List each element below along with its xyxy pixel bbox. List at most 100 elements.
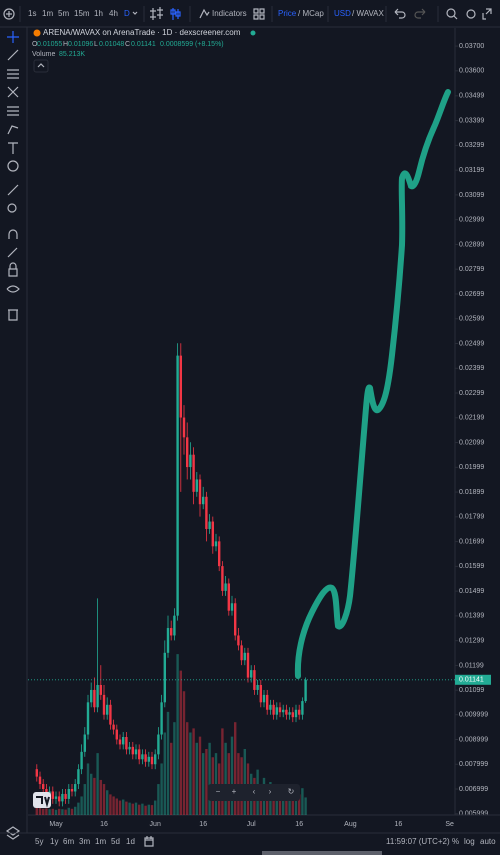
indicators-button[interactable]: Indicators: [212, 9, 247, 18]
y-tick-label: 0.01899: [459, 489, 484, 496]
candle-body: [275, 707, 278, 715]
volume-value: 85.213K: [59, 51, 85, 58]
y-tick-label: 0.03199: [459, 167, 484, 174]
volume-bar: [54, 809, 58, 815]
percent-toggle[interactable]: %: [452, 837, 459, 846]
scrollbar[interactable]: [262, 851, 382, 855]
candles-icon[interactable]: [170, 8, 181, 20]
usd-toggle[interactable]: USD: [334, 9, 351, 18]
volume-bar: [275, 788, 278, 815]
prediction-tool[interactable]: [7, 106, 19, 116]
scroll-right[interactable]: ›: [269, 787, 272, 796]
add-symbol[interactable]: [3, 8, 15, 20]
fullscreen-icon[interactable]: [482, 8, 492, 20]
magnet-tool[interactable]: [8, 229, 18, 239]
chart-type-icon[interactable]: [150, 7, 163, 20]
volume-bar: [282, 790, 285, 815]
range-button[interactable]: 1m: [95, 837, 106, 846]
volume-bar: [67, 807, 70, 815]
y-tick-label: 0.01999: [459, 464, 484, 471]
range-button[interactable]: 5d: [111, 837, 120, 846]
line-tool[interactable]: [7, 49, 19, 61]
reset[interactable]: ↻: [288, 787, 295, 796]
volume-bar: [224, 742, 227, 815]
tv-logo-mark: [36, 796, 50, 808]
zoom-tool[interactable]: [7, 203, 17, 213]
settings-icon[interactable]: [466, 9, 476, 19]
clock: 11:59:07 (UTC+2): [386, 837, 450, 846]
volume-bar: [64, 809, 67, 815]
keep-drawing-tool[interactable]: [7, 247, 18, 258]
y-tick-label: 0.01199: [459, 662, 484, 669]
volume-bar: [301, 788, 304, 815]
timeframe[interactable]: 4h: [109, 9, 118, 18]
candle-body: [294, 709, 298, 718]
log-toggle[interactable]: log: [464, 837, 475, 846]
token-icon: [33, 29, 41, 37]
zoom-out[interactable]: −: [216, 787, 221, 796]
timeframe[interactable]: 5m: [58, 9, 69, 18]
text-tool[interactable]: [8, 142, 18, 154]
range-button[interactable]: 1d: [126, 837, 135, 846]
object-tree[interactable]: [5, 826, 21, 840]
timeframe[interactable]: D: [124, 9, 130, 18]
timeframe[interactable]: 1m: [42, 9, 53, 18]
mcap-toggle[interactable]: / MCap: [298, 9, 324, 18]
crosshair-tool[interactable]: [7, 31, 19, 43]
range-button[interactable]: 6m: [63, 837, 74, 846]
y-tick-label: 0.02299: [459, 390, 484, 397]
redo-icon[interactable]: [414, 8, 426, 19]
volume-bar: [125, 801, 128, 815]
timeframe[interactable]: 15m: [74, 9, 90, 18]
undo-icon[interactable]: [394, 8, 406, 19]
volume-bar: [160, 763, 163, 815]
volume-bar: [182, 691, 186, 815]
x-tick-label: 16: [295, 821, 303, 828]
timeframe[interactable]: 1s: [28, 9, 36, 18]
candle-body: [147, 756, 150, 762]
fib-tool[interactable]: [7, 69, 19, 79]
candle-body: [285, 709, 288, 715]
search-icon[interactable]: [446, 8, 456, 18]
y-tick-label: 0.009999: [459, 712, 488, 719]
go-to-date[interactable]: [144, 836, 154, 847]
hide-tool[interactable]: [6, 285, 20, 293]
y-tick-label: 0.02899: [459, 241, 484, 248]
collapse-button[interactable]: [33, 59, 49, 73]
candle-body: [253, 670, 256, 690]
wavax-toggle[interactable]: / WAVAX: [352, 9, 385, 18]
ohlc-key: C: [125, 41, 130, 48]
zoom-in[interactable]: +: [232, 787, 237, 796]
x-tick-label: Aug: [344, 821, 357, 828]
range-button[interactable]: 5y: [35, 837, 43, 846]
y-tick-label: 0.03299: [459, 142, 484, 149]
x-tick-label: Se: [445, 821, 454, 828]
timeframe[interactable]: 1h: [94, 9, 103, 18]
layout-icon[interactable]: [253, 8, 265, 20]
candle-body: [125, 736, 128, 750]
delete-tool[interactable]: [8, 309, 18, 321]
y-tick-label: 0.005999: [459, 811, 488, 818]
volume-bar: [288, 792, 291, 815]
ruler-tool[interactable]: [7, 184, 19, 196]
ohlc-change: 0.0008599 (+8.15%): [160, 41, 224, 48]
candle-body: [221, 566, 224, 591]
brush-tool[interactable]: [7, 125, 19, 135]
auto-toggle[interactable]: auto: [480, 837, 496, 846]
y-tick-label: 0.03600: [459, 68, 484, 75]
candle-body: [109, 704, 112, 725]
candle-body: [42, 784, 45, 789]
scroll-left[interactable]: ‹: [253, 787, 256, 796]
range-button[interactable]: 1y: [50, 837, 58, 846]
y-tick-label: 0.02999: [459, 217, 484, 224]
price-toggle[interactable]: Price: [278, 9, 297, 18]
chart-title: ARENA/WAVAX on ArenaTrade · 1D · dexscre…: [43, 28, 241, 37]
lock-tool[interactable]: [8, 262, 18, 277]
range-button[interactable]: 3m: [79, 837, 90, 846]
last-price-label: 0.01141: [459, 677, 484, 684]
volume-bar: [179, 670, 182, 815]
pattern-tool[interactable]: [7, 86, 19, 98]
emoji-tool[interactable]: [7, 160, 19, 172]
candle-body: [134, 749, 138, 755]
candle-body: [67, 788, 70, 799]
